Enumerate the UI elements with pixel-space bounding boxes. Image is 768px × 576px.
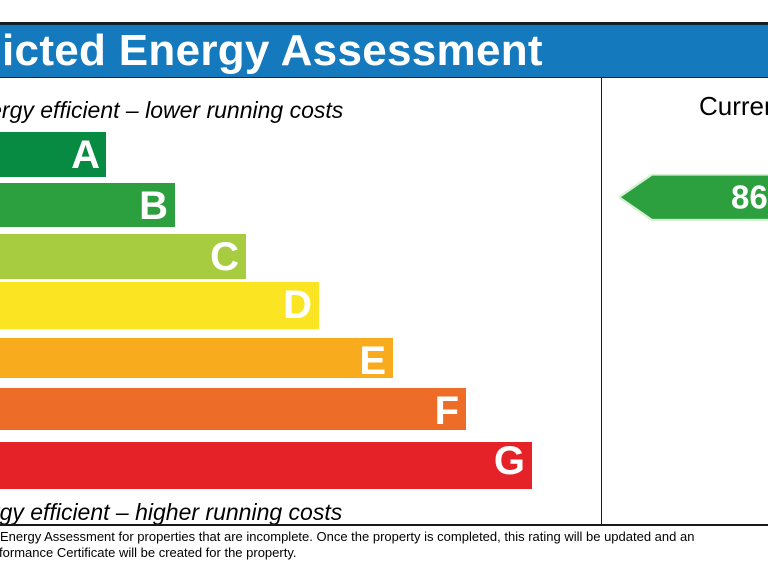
svg-text:86: 86: [731, 179, 768, 216]
